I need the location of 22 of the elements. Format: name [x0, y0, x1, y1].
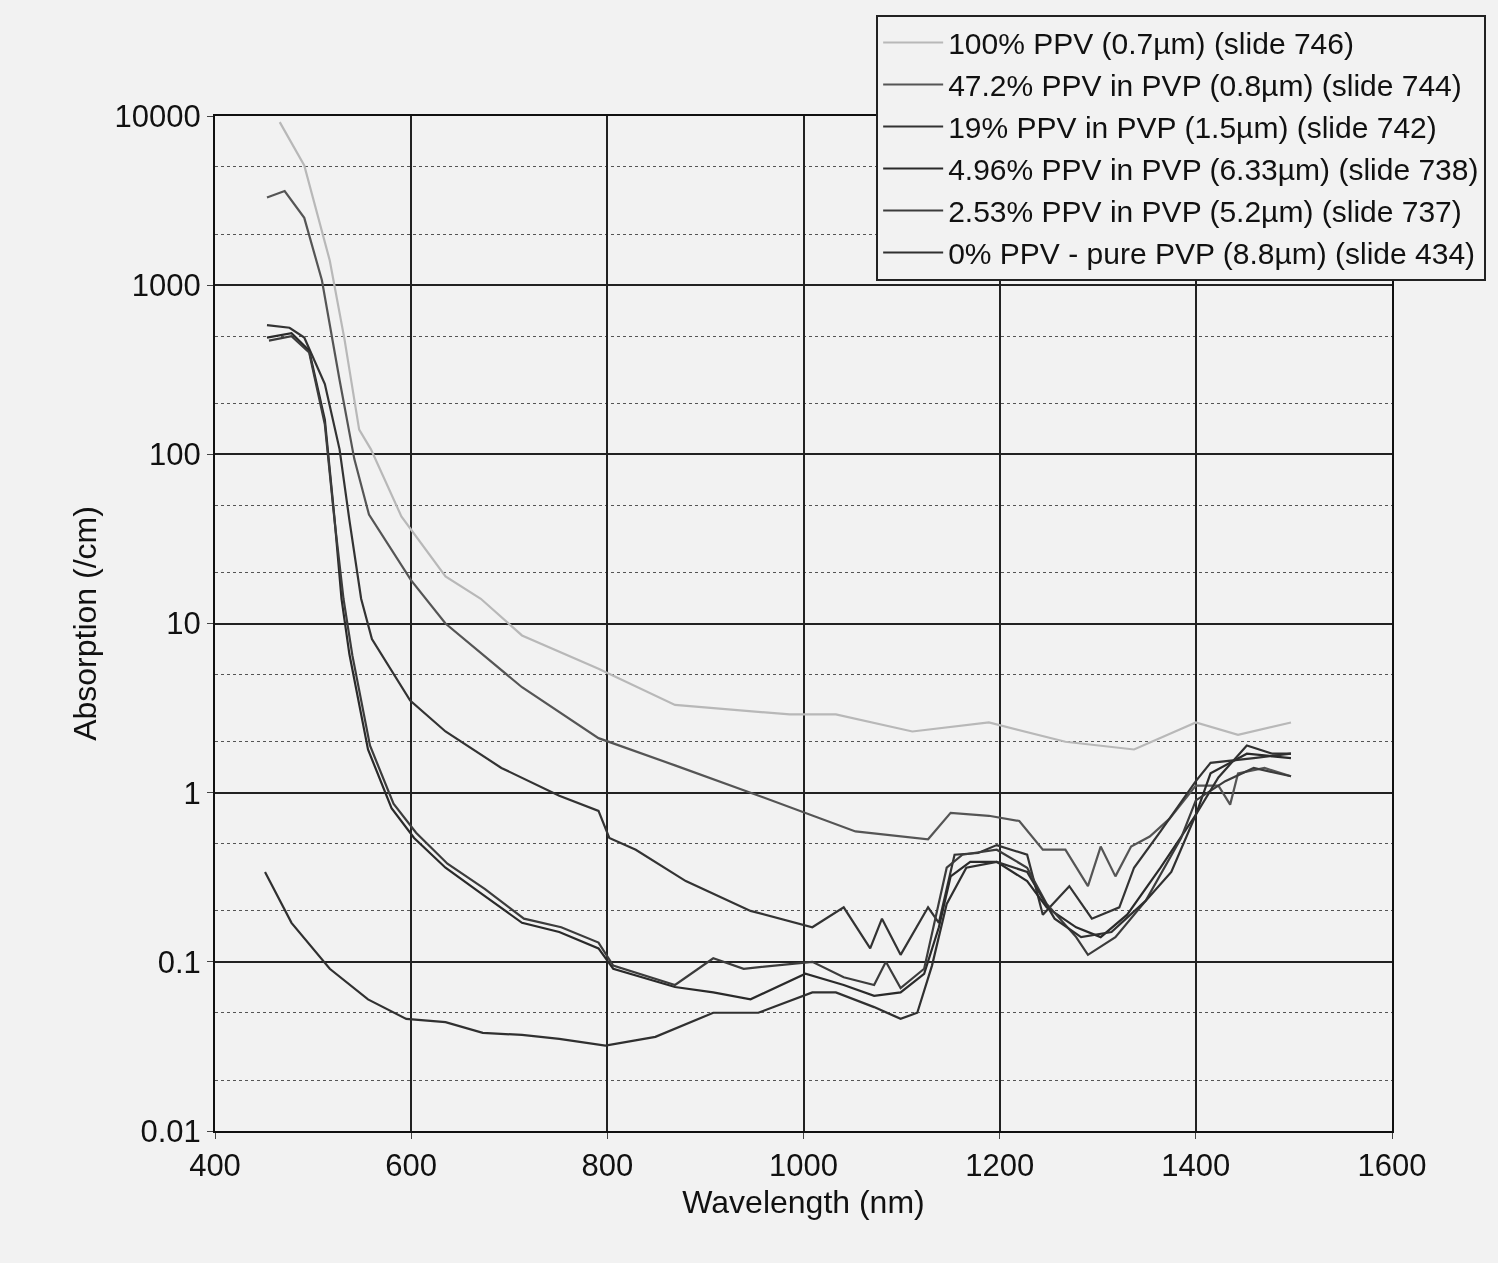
y-tick-label: 0.01 — [140, 1113, 201, 1149]
x-tick-label: 800 — [581, 1148, 634, 1184]
x-tick-label: 1200 — [965, 1148, 1035, 1184]
y-tick-label: 1000 — [131, 268, 201, 304]
legend-label: 0% PPV - pure PVP (8.8µm) (slide 434) — [948, 237, 1476, 271]
x-tick-label: 1000 — [769, 1148, 838, 1184]
y-tick-label: 1 — [183, 775, 201, 811]
legend-label: 2.53% PPV in PVP (5.2µm) (slide 737) — [948, 195, 1462, 229]
legend-label: 4.96% PPV in PVP (6.33µm) (slide 738) — [948, 153, 1479, 187]
x-tick-label: 400 — [189, 1148, 241, 1184]
x-tick-label: 1400 — [1161, 1148, 1231, 1184]
x-tick-label: 600 — [385, 1148, 438, 1184]
y-tick-label: 10 — [166, 606, 201, 642]
legend-label: 47.2% PPV in PVP (0.8µm) (slide 744) — [948, 69, 1462, 103]
legend-label: 19% PPV in PVP (1.5µm) (slide 742) — [948, 111, 1437, 145]
legend-label: 100% PPV (0.7µm) (slide 746) — [948, 27, 1354, 61]
x-axis-title: Wavelength (nm) — [682, 1183, 925, 1220]
y-tick-label: 10000 — [114, 98, 201, 134]
x-tick-label: 1600 — [1357, 1148, 1427, 1184]
y-tick-label: 0.1 — [157, 944, 201, 980]
y-tick-label: 100 — [149, 437, 201, 473]
y-axis-title: Absorption (/cm) — [67, 506, 104, 741]
